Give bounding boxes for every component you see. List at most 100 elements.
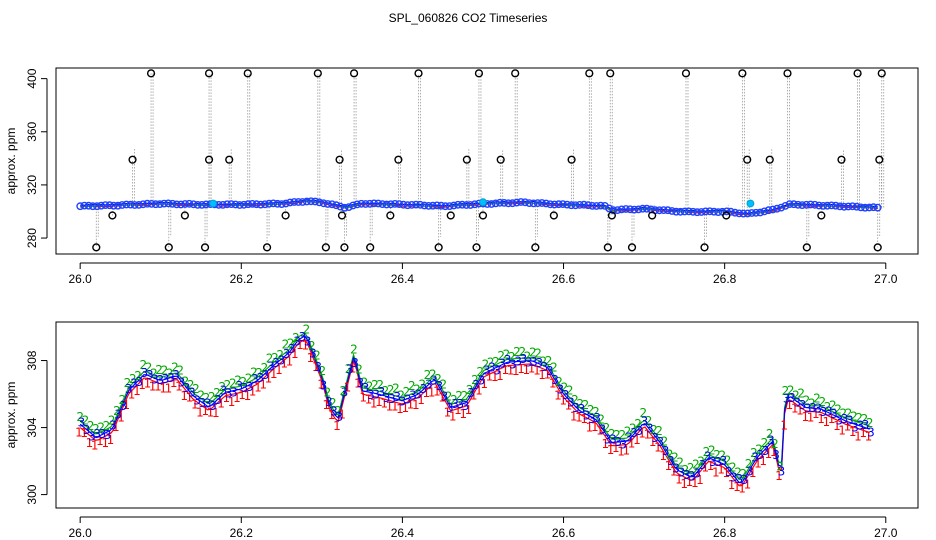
baseline-point [307,197,315,206]
baseline-point [668,207,676,215]
series-marker-2: 2 [676,456,684,470]
spike-point [627,243,637,252]
baseline-point [781,201,790,210]
series-marker-2: 2 [276,348,284,362]
series-marker-2: 2 [582,398,590,412]
series-marker-3: 3 [767,434,775,448]
series-marker-3: 3 [572,401,580,415]
baseline-point [865,203,874,212]
series-marker-1: 1 [238,388,246,402]
panel-2-x-tick-label: 26.2 [230,526,254,540]
series-marker-2: 2 [271,351,279,365]
series-marker-2: 2 [545,354,553,368]
series-marker-2: 2 [282,338,290,352]
series-marker-1: 1 [559,394,567,408]
series-marker-1: 1 [138,378,146,392]
panel-1-y-tick-label: 280 [25,228,39,248]
series-marker-3: 3 [599,423,607,437]
series-marker-3: 3 [330,405,338,419]
series-marker-2: 2 [155,363,163,377]
series-marker-1: 1 [233,391,241,405]
series-marker-1: 1 [265,371,273,385]
series-marker-1: 1 [586,421,594,435]
baseline-point [386,200,395,209]
panel-1-x-tick-label: 26.8 [713,272,737,286]
series-marker-3: 3 [130,377,138,391]
baseline-point [546,200,555,209]
series-marker-1: 1 [501,363,509,377]
spike-point [681,69,691,78]
series-marker-3: 3 [609,432,617,446]
series-marker-2: 2 [434,372,442,386]
spike-point [366,243,375,252]
baseline-point [504,199,513,208]
series-marker-1: 1 [580,412,588,426]
series-marker-3: 3 [793,395,801,409]
series-marker-2: 2 [592,405,600,419]
series-marker-1: 1 [796,403,804,417]
series-marker-2: 2 [839,406,847,420]
series-marker-2: 2 [729,460,737,474]
series-marker-1: 1 [512,364,520,378]
series-marker-2: 2 [429,368,437,382]
series-marker-1: 1 [133,384,141,398]
series-marker-1: 1 [149,380,157,394]
baseline-point [638,204,647,213]
baseline-point [428,201,437,210]
series-marker-3: 3 [778,465,786,479]
series-marker-1: 1 [596,424,604,438]
series-marker-2: 2 [118,393,126,407]
series-marker-1: 1 [733,480,741,494]
series-marker-3: 3 [462,399,470,413]
series-marker-3: 3 [846,413,854,427]
series-marker-3: 3 [788,391,796,405]
panel-2-x-tick-label: 26.4 [391,526,415,540]
series-marker-1: 1 [249,385,257,399]
series-marker-2: 2 [245,371,253,385]
spike-point [128,155,137,164]
baseline-point [743,209,752,218]
baseline-point [836,202,844,211]
series-marker-3: 3 [88,430,96,444]
series-marker-1: 1 [607,443,615,457]
series-marker-2: 2 [424,368,432,382]
series-marker-2: 2 [203,391,211,405]
baseline-point [731,208,739,217]
baseline-point [252,200,261,209]
series-marker-2: 2 [834,402,842,416]
spike-point [164,243,173,252]
spike-point [200,243,210,252]
series-marker-2: 2 [745,457,753,471]
series-marker-3: 3 [83,423,91,437]
series-marker-3: 3 [667,454,675,468]
series-marker-1: 1 [307,351,315,365]
panel-1-y-tick-label: 400 [25,68,39,88]
baseline-point [819,201,828,210]
panel-2-series-markers: 1111111111111111111111111111111111111111… [75,323,875,496]
series-marker-3: 3 [656,435,664,449]
baseline-point [491,199,500,208]
series-marker-3: 3 [125,382,133,396]
baseline-point [663,206,672,215]
baseline-point [802,200,811,209]
series-marker-3: 3 [756,448,764,462]
series-marker-1: 1 [244,389,252,403]
series-marker-3: 3 [209,399,217,413]
baseline-point [130,201,139,209]
series-marker-1: 1 [522,363,530,377]
series-marker-2: 2 [503,347,511,361]
series-marker-2: 2 [287,337,295,351]
baseline-point [840,202,848,211]
series-marker-1: 1 [386,400,394,414]
series-marker-3: 3 [578,402,586,416]
series-marker-2: 2 [718,449,726,463]
baseline-point [105,201,114,210]
series-marker-1: 1 [754,457,762,471]
series-marker-1: 1 [317,378,325,392]
baseline-point [248,199,257,208]
series-marker-3: 3 [425,377,433,391]
baseline-point [634,205,643,214]
series-marker-1: 1 [196,406,204,420]
panel-2-x-tick-label: 26.6 [552,526,576,540]
series-marker-1: 1 [117,411,125,425]
